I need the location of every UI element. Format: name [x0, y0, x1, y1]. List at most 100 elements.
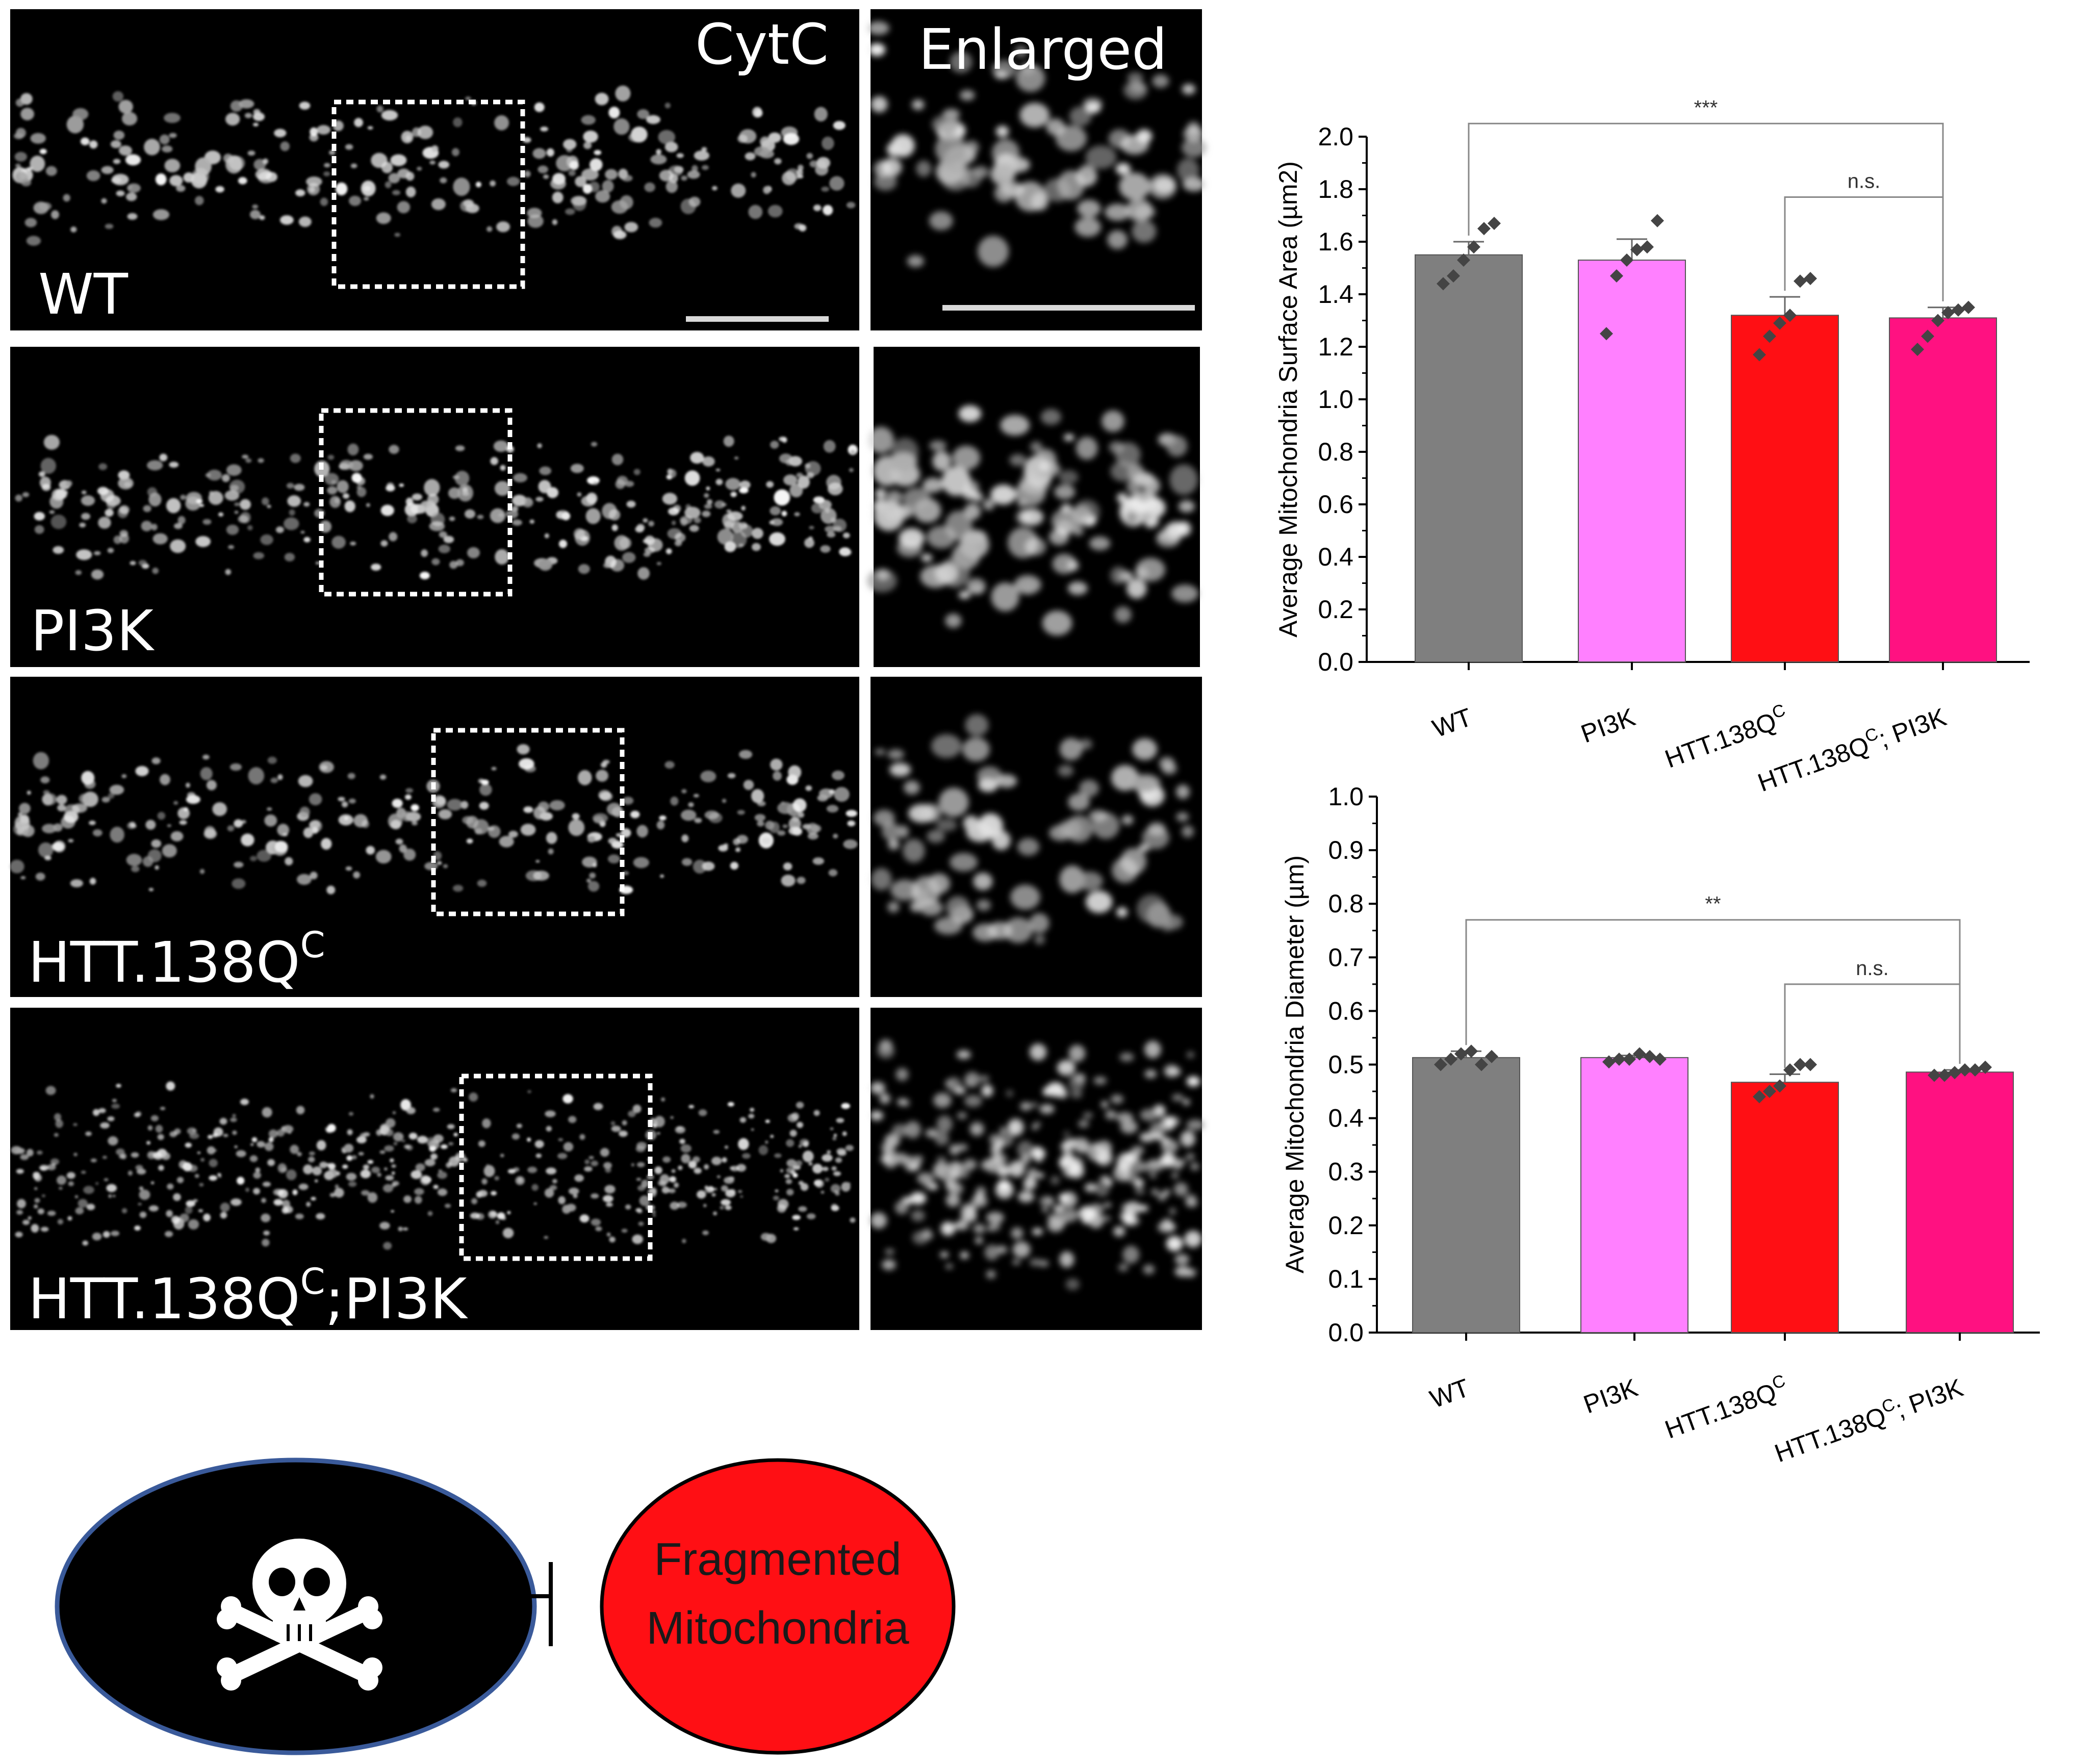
cytc-punctum — [22, 492, 30, 497]
cytc-punctum — [568, 170, 576, 176]
cytc-punctum — [1079, 779, 1099, 797]
cytc-punctum — [1004, 917, 1033, 943]
cytc-punctum — [56, 795, 67, 805]
cytc-punctum — [850, 450, 856, 454]
data-point — [1447, 269, 1460, 283]
cytc-punctum — [945, 613, 962, 628]
cytc-punctum — [393, 1142, 398, 1145]
cytc-punctum — [209, 1175, 218, 1181]
cytc-punctum — [277, 824, 290, 836]
cytc-punctum — [408, 1133, 418, 1140]
cytc-punctum — [664, 103, 671, 109]
cytc-punctum — [1154, 177, 1175, 194]
cytc-punctum — [303, 1164, 313, 1174]
cytc-punctum — [825, 1178, 830, 1182]
cytc-punctum — [636, 1178, 642, 1181]
cytc-punctum — [386, 484, 395, 492]
cytc-punctum — [202, 754, 210, 760]
cytc-punctum — [431, 198, 446, 210]
cytc-punctum — [545, 1110, 556, 1117]
cytc-punctum — [358, 1152, 364, 1156]
cytc-punctum — [78, 1199, 88, 1208]
cytc-punctum — [584, 1166, 593, 1172]
cytc-punctum — [548, 848, 554, 855]
cytc-punctum — [261, 1197, 266, 1203]
cytc-punctum — [703, 1204, 707, 1208]
cytc-punctum — [1085, 102, 1101, 114]
cytc-punctum — [86, 1204, 95, 1210]
cytc-punctum — [494, 115, 509, 131]
cytc-punctum — [1046, 118, 1065, 136]
cytc-punctum — [121, 1208, 127, 1214]
cytc-punctum — [252, 204, 259, 209]
cytc-punctum — [127, 183, 141, 193]
cytc-punctum — [24, 218, 37, 227]
cytc-punctum — [797, 1121, 804, 1128]
cytc-punctum — [562, 1094, 573, 1104]
cytc-punctum — [448, 487, 461, 499]
scale-bar-main — [686, 316, 829, 322]
cytc-punctum — [802, 1151, 814, 1163]
cytc-punctum — [723, 436, 734, 447]
cytc-punctum — [602, 180, 614, 193]
cytc-punctum — [199, 1183, 204, 1187]
cytc-punctum — [138, 559, 147, 566]
cytc-punctum — [704, 1164, 709, 1170]
cytc-punctum — [329, 1192, 336, 1197]
cytc-punctum — [86, 170, 100, 182]
cytc-punctum — [443, 864, 448, 868]
cytc-punctum — [729, 1189, 736, 1194]
cytc-punctum — [481, 779, 489, 785]
cytc-punctum — [725, 1205, 732, 1210]
cytc-punctum — [234, 1145, 238, 1148]
cytc-punctum — [956, 1143, 968, 1152]
cytc-punctum — [392, 799, 403, 808]
cytc-punctum — [92, 1233, 102, 1241]
data-point — [1630, 243, 1644, 257]
cytc-punctum — [392, 190, 400, 195]
cytc-punctum — [748, 204, 763, 219]
cytc-punctum — [1171, 584, 1199, 603]
cytc-punctum — [119, 533, 130, 544]
cytc-punctum — [1077, 199, 1101, 218]
cytc-punctum — [684, 506, 701, 519]
cytc-punctum — [164, 113, 181, 123]
cytc-punctum — [1068, 1044, 1086, 1062]
cytc-punctum — [1164, 1116, 1176, 1128]
cytc-punctum — [159, 134, 170, 145]
cytc-punctum — [1173, 1182, 1188, 1196]
cytc-punctum — [724, 1145, 728, 1149]
cytc-punctum — [427, 1211, 433, 1216]
cytc-punctum — [935, 134, 966, 165]
cytc-punctum — [452, 885, 464, 892]
cytc-punctum — [929, 211, 953, 231]
cytc-punctum — [1071, 505, 1093, 526]
cytc-punctum — [309, 1151, 315, 1156]
cytc-punctum — [398, 1135, 402, 1138]
cytc-punctum — [276, 1129, 285, 1137]
cytc-punctum — [81, 771, 95, 785]
cytc-punctum — [711, 1193, 716, 1197]
bar-htt — [1731, 315, 1839, 662]
cytc-punctum — [611, 524, 618, 531]
cytc-punctum — [244, 113, 252, 118]
puncta-group — [871, 714, 1194, 945]
data-point — [1952, 303, 1965, 317]
cytc-punctum — [431, 558, 440, 566]
cytc-punctum — [799, 224, 807, 232]
cytc-punctum — [978, 236, 1009, 267]
cytc-punctum — [1052, 553, 1077, 574]
cytc-punctum — [1169, 464, 1198, 495]
cytc-punctum — [789, 483, 803, 498]
cytc-punctum — [1121, 815, 1134, 825]
cytc-punctum — [299, 806, 310, 818]
cytc-punctum — [241, 833, 254, 847]
cytc-punctum — [225, 569, 232, 575]
roi-box-pi3k — [319, 408, 513, 597]
roi-box-htt — [431, 728, 625, 916]
cytc-punctum — [433, 1108, 440, 1112]
cytc-punctum — [912, 876, 941, 906]
cytc-punctum — [931, 734, 962, 758]
cytc-punctum — [717, 528, 734, 545]
cytc-punctum — [43, 790, 50, 795]
